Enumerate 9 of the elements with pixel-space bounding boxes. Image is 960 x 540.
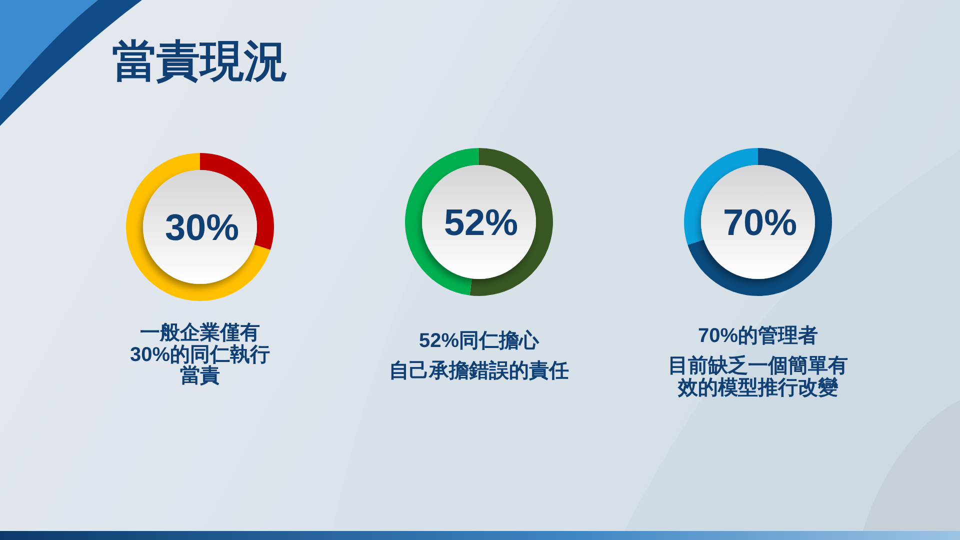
data-label: 52% (444, 202, 518, 243)
text: 70%的管理者 (696, 324, 820, 349)
data-label: 30% (164, 207, 240, 248)
text: 自己承擔錯誤的責任 (388, 359, 570, 384)
text: 一般企業僅有30%的同仁執行當責 (128, 321, 272, 389)
text: 目前缺乏一個簡單有效的模型推行改變 (667, 354, 849, 400)
data-label: 70% (722, 202, 798, 243)
text: 52%同仁擔心 (418, 328, 540, 354)
chart-title: 當責現況 (112, 37, 288, 86)
